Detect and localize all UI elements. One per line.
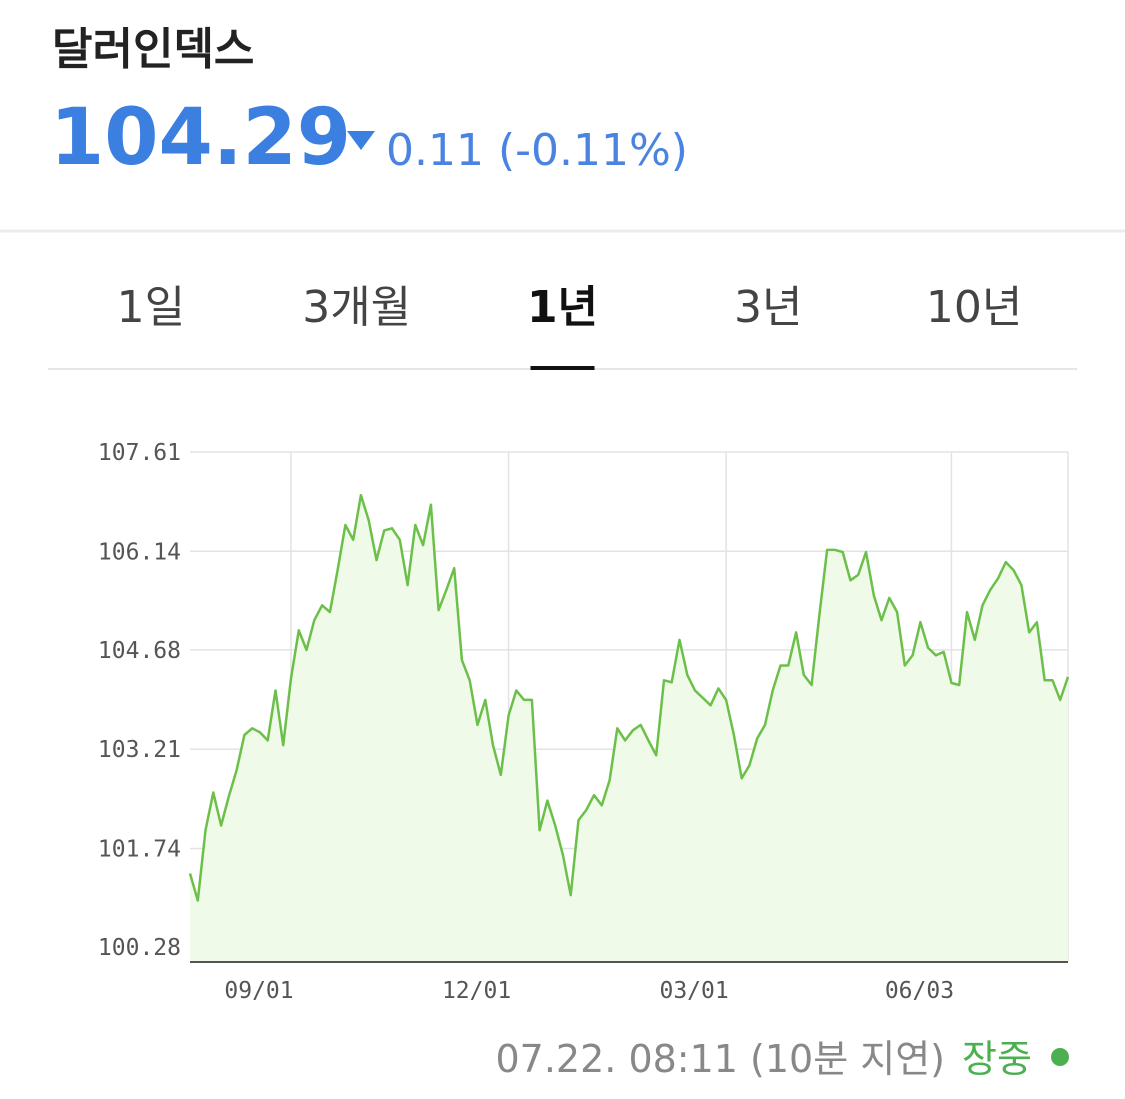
market-status: 장중 [962,1037,1032,1081]
line [188,493,1070,902]
chart: 100.28 101.74 103.21 104.68 106.14 107.61 09/0… [98,440,1070,1004]
y-tick-label: 107.61 [98,440,181,466]
tab[interactable]: 1년 [527,282,598,333]
y-tick-label: 100.28 [98,935,181,961]
y-tick-label: 103.21 [98,737,181,763]
tab[interactable]: 3개월 [302,282,411,333]
y-tick-label: 101.74 [98,837,181,863]
down-arrow [347,131,375,150]
tab-underline [530,366,595,370]
title: 달러인덱스 [52,24,254,75]
x-tick-label: 03/01 [659,978,728,1004]
tab-bar: 1일 3개월 1년 3년 10년 [117,282,1022,370]
tab[interactable]: 1일 [117,282,185,333]
tab[interactable]: 10년 [926,282,1022,333]
x-tick-label: 12/01 [442,978,511,1004]
tab[interactable]: 3년 [734,282,802,333]
x-tick-label: 06/03 [885,978,954,1004]
price: 104.29 [50,93,351,183]
y-tick-label: 104.68 [98,638,181,664]
y-tick-label: 106.14 [98,539,181,565]
change: 0.11 (-0.11%) [386,125,688,176]
x-tick-label: 09/01 [224,978,293,1004]
status-dot [1051,1048,1069,1066]
area [190,495,1068,962]
timestamp: 07.22. 08:11 (10분 지연) [496,1037,946,1081]
